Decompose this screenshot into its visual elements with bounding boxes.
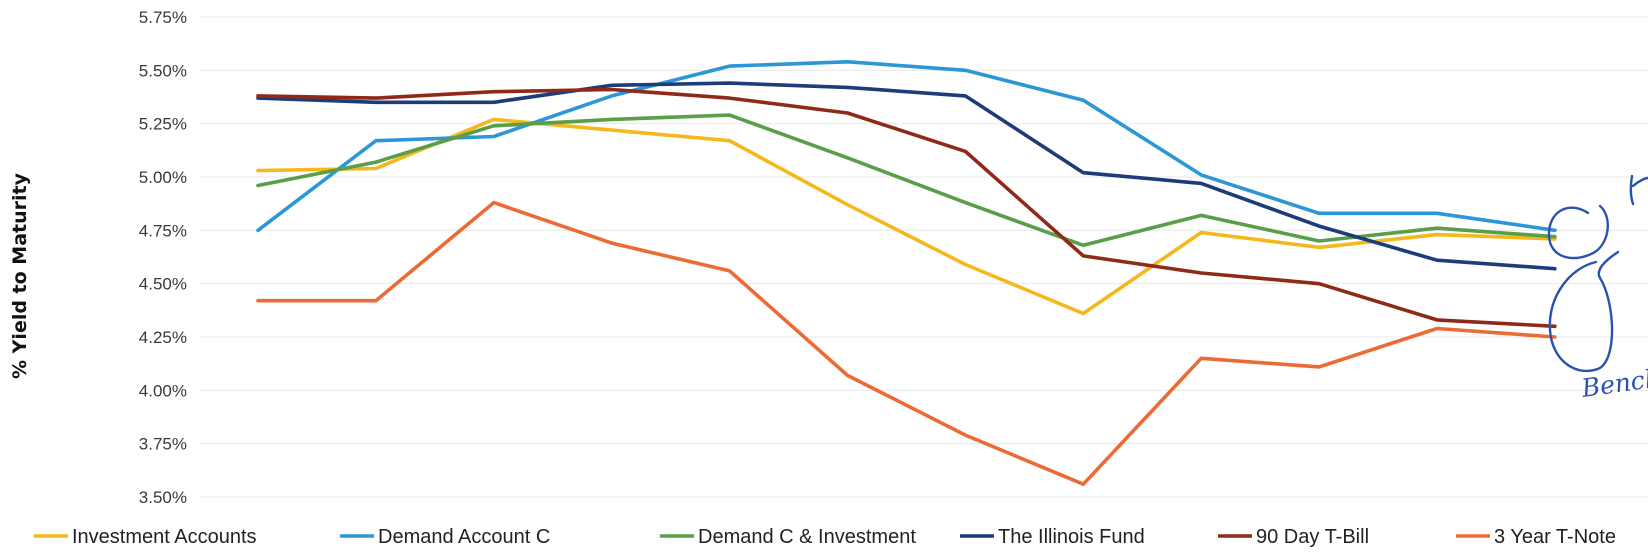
annotation-circle-lower [1548, 250, 1620, 373]
series-line-1 [256, 59, 1557, 233]
series-line-5 [256, 200, 1557, 487]
series-line-0 [256, 117, 1557, 316]
legend-item: The Illinois Fund [960, 526, 1145, 548]
legend: Investment Accounts Demand Account C Deman… [34, 526, 1616, 548]
y-tick-label: 3.50% [139, 488, 187, 507]
grid [200, 16, 1648, 498]
y-tick-label: 4.75% [139, 221, 187, 240]
y-tick-label: 5.75% [139, 8, 187, 27]
legend-label: Demand Account C [378, 526, 550, 548]
series-lines [256, 59, 1557, 487]
legend-item: Demand Account C [340, 526, 550, 548]
legend-label: Demand C & Investment [698, 526, 916, 548]
legend-label: Investment Accounts [72, 526, 257, 548]
y-tick-label: 5.50% [139, 61, 187, 80]
legend-label: 3 Year T-Note [1494, 526, 1616, 548]
y-tick-label: 5.25% [139, 115, 187, 134]
series-line-4 [256, 87, 1557, 329]
legend-item: Investment Accounts [34, 526, 257, 548]
series-line-3 [256, 81, 1557, 271]
annotation-circle-upper [1547, 204, 1609, 260]
y-tick-label: 4.50% [139, 275, 187, 294]
y-axis-label: % Yield to Maturity [9, 172, 31, 379]
legend-label: The Illinois Fund [998, 526, 1145, 548]
legend-item: 3 Year T-Note [1456, 526, 1616, 548]
legend-item: 90 Day T-Bill [1218, 526, 1369, 548]
y-tick-label: 5.00% [139, 168, 187, 187]
annotation-text: Bench [1579, 363, 1648, 403]
y-tick-label: 3.75% [139, 435, 187, 454]
legend-label: 90 Day T-Bill [1256, 526, 1369, 548]
series-line-2 [256, 113, 1557, 248]
legend-item: Demand C & Investment [660, 526, 916, 548]
y-tick-label: 4.25% [139, 328, 187, 347]
handwritten-annotations: Bench [1547, 174, 1648, 403]
y-axis-ticks: 5.75% 5.50% 5.25% 5.00% 4.75% 4.50% 4.25% 4.00%… [139, 8, 187, 507]
annotation-scribble-top [1629, 174, 1648, 206]
y-tick-label: 4.00% [139, 381, 187, 400]
